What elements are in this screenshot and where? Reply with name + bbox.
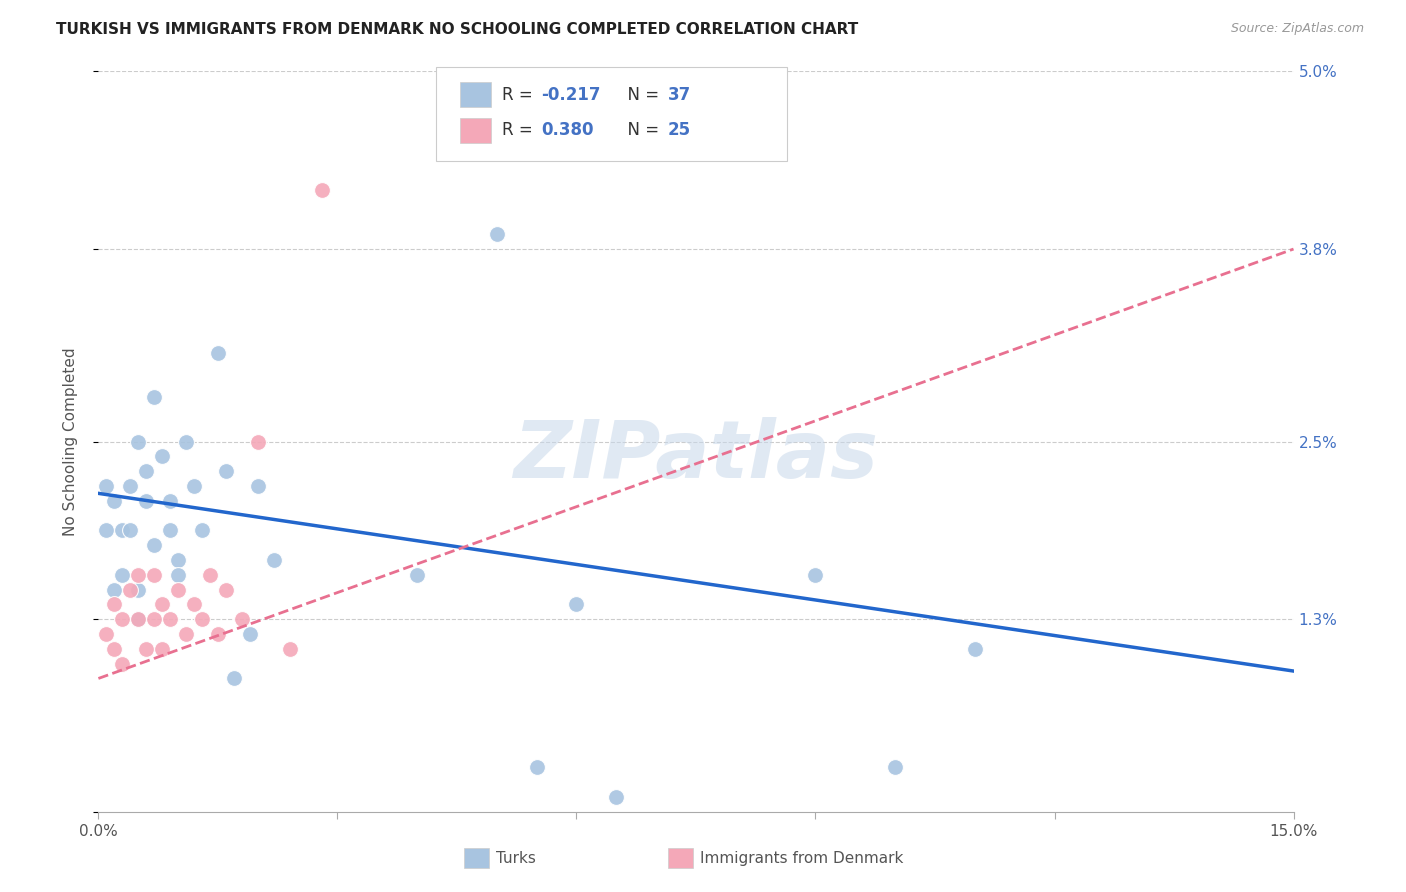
Point xyxy=(215,582,238,597)
Point xyxy=(167,567,190,582)
Text: N =: N = xyxy=(617,86,665,103)
Text: 25: 25 xyxy=(668,121,690,139)
Point xyxy=(127,567,149,582)
Point xyxy=(96,627,118,641)
Y-axis label: No Schooling Completed: No Schooling Completed xyxy=(63,347,77,536)
Text: N =: N = xyxy=(617,121,665,139)
Text: TURKISH VS IMMIGRANTS FROM DENMARK NO SCHOOLING COMPLETED CORRELATION CHART: TURKISH VS IMMIGRANTS FROM DENMARK NO SC… xyxy=(56,22,859,37)
Point xyxy=(120,524,142,538)
Point xyxy=(174,434,197,449)
Point xyxy=(143,390,166,404)
Point xyxy=(605,789,627,804)
Point xyxy=(239,627,262,641)
Point xyxy=(159,493,181,508)
Point xyxy=(120,479,142,493)
Point xyxy=(167,582,190,597)
Text: ZIPatlas: ZIPatlas xyxy=(513,417,879,495)
Point xyxy=(246,434,269,449)
Point xyxy=(174,627,197,641)
Point xyxy=(103,493,125,508)
Point xyxy=(111,524,134,538)
Point xyxy=(406,567,429,582)
Point xyxy=(111,657,134,671)
Point xyxy=(198,567,221,582)
Point xyxy=(183,479,205,493)
Point xyxy=(246,479,269,493)
Point xyxy=(215,464,238,478)
Point xyxy=(207,627,229,641)
Point xyxy=(111,612,134,626)
Point xyxy=(143,538,166,552)
Point xyxy=(150,641,173,656)
Point xyxy=(565,598,588,612)
Point xyxy=(167,553,190,567)
Point xyxy=(231,612,253,626)
Point xyxy=(804,567,827,582)
Point xyxy=(183,598,205,612)
Point xyxy=(96,524,118,538)
Point xyxy=(884,760,907,774)
Point xyxy=(135,464,157,478)
Point xyxy=(103,598,125,612)
Point xyxy=(150,450,173,464)
Text: 0.380: 0.380 xyxy=(541,121,593,139)
Text: -0.217: -0.217 xyxy=(541,86,600,103)
Point xyxy=(526,760,548,774)
Point xyxy=(143,567,166,582)
Point xyxy=(135,641,157,656)
Point xyxy=(278,641,301,656)
Point xyxy=(963,641,986,656)
Text: Source: ZipAtlas.com: Source: ZipAtlas.com xyxy=(1230,22,1364,36)
Point xyxy=(150,598,173,612)
Text: R =: R = xyxy=(502,121,538,139)
Point xyxy=(127,434,149,449)
Text: Turks: Turks xyxy=(496,851,536,865)
Point xyxy=(103,582,125,597)
Point xyxy=(127,612,149,626)
Point xyxy=(96,479,118,493)
Point xyxy=(127,582,149,597)
Text: Immigrants from Denmark: Immigrants from Denmark xyxy=(700,851,904,865)
Point xyxy=(159,612,181,626)
Point xyxy=(120,582,142,597)
Point xyxy=(191,612,214,626)
Point xyxy=(111,567,134,582)
Text: R =: R = xyxy=(502,86,538,103)
Point xyxy=(191,524,214,538)
Point xyxy=(103,641,125,656)
Point xyxy=(135,493,157,508)
Point xyxy=(207,345,229,359)
Point xyxy=(143,612,166,626)
Point xyxy=(485,227,508,242)
Point xyxy=(159,524,181,538)
Point xyxy=(311,183,333,197)
Point xyxy=(263,553,285,567)
Text: 37: 37 xyxy=(668,86,692,103)
Point xyxy=(127,612,149,626)
Point xyxy=(222,672,245,686)
